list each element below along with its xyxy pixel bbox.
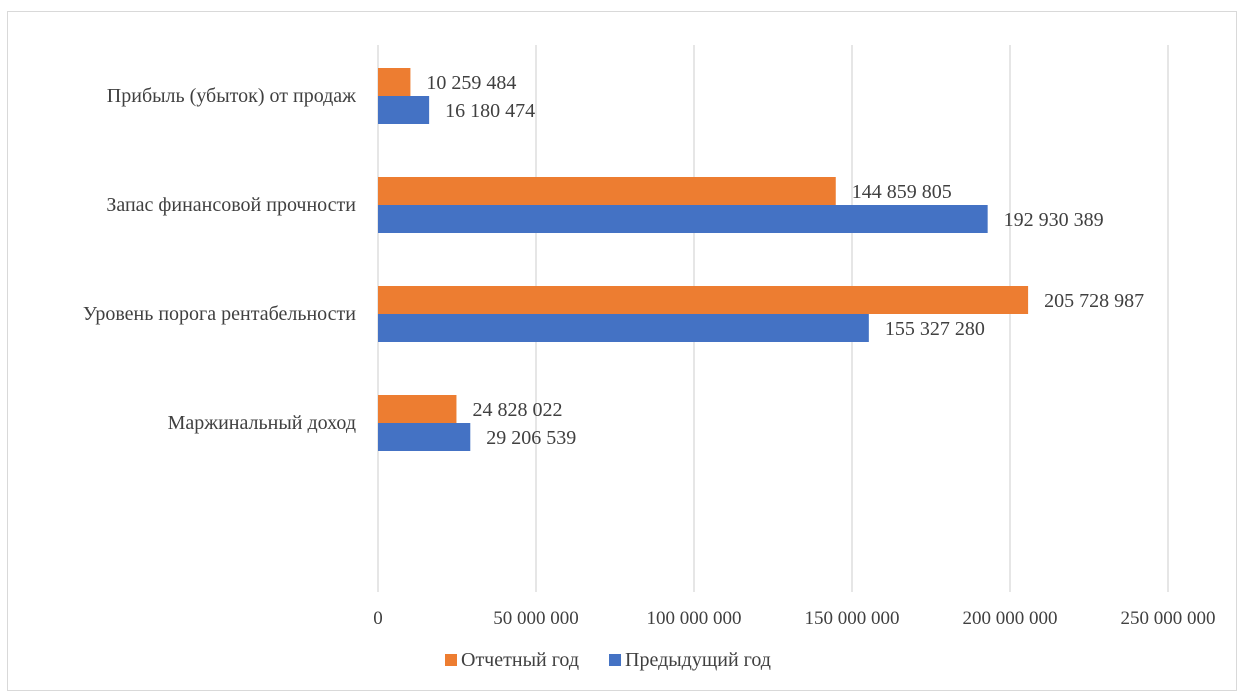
chart-frame: 10 259 484 16 180 474 144 859 805 192 930 3… — [7, 11, 1237, 691]
category-label: Уровень порога рентабельности — [83, 303, 356, 325]
data-label: 16 180 474 — [445, 100, 535, 122]
data-labels: 10 259 484 16 180 474 144 859 805 192 930 3… — [426, 72, 1144, 449]
bar — [378, 423, 471, 451]
x-tick-label: 200 000 000 — [963, 608, 1058, 629]
data-label: 29 206 539 — [486, 427, 576, 449]
x-tick-label: 50 000 000 — [493, 608, 579, 629]
legend-label: Отчетный год — [461, 649, 579, 671]
data-label: 144 859 805 — [852, 181, 952, 203]
bar — [378, 286, 1029, 314]
x-axis-ticks: 0 50 000 000 100 000 000 150 000 000 200 000… — [373, 608, 1215, 629]
bar — [378, 314, 869, 342]
x-tick-label: 100 000 000 — [647, 608, 742, 629]
category-label: Запас финансовой прочности — [106, 194, 356, 216]
bar-chart: 10 259 484 16 180 474 144 859 805 192 930 3… — [83, 45, 1216, 671]
bar — [378, 177, 836, 205]
bar — [378, 68, 411, 96]
data-label: 205 728 987 — [1044, 290, 1144, 312]
category-labels: Прибыль (убыток) от продаж Запас финансов… — [83, 85, 356, 434]
legend-swatch — [445, 654, 457, 666]
legend-label: Предыдущий год — [625, 649, 771, 671]
bar — [378, 395, 457, 423]
bar — [378, 96, 430, 124]
x-tick-label: 250 000 000 — [1121, 608, 1216, 629]
bar — [378, 205, 988, 233]
x-tick-label: 0 — [373, 608, 383, 629]
category-label: Маржинальный доход — [168, 412, 356, 434]
data-label: 24 828 022 — [472, 399, 562, 421]
category-label: Прибыль (убыток) от продаж — [107, 85, 356, 107]
x-tick-label: 150 000 000 — [805, 608, 900, 629]
bars — [378, 68, 1029, 451]
legend: Отчетный год Предыдущий год — [445, 649, 771, 671]
data-label: 10 259 484 — [426, 72, 516, 94]
data-label: 192 930 389 — [1004, 209, 1104, 231]
data-label: 155 327 280 — [885, 318, 985, 340]
legend-swatch — [609, 654, 622, 666]
